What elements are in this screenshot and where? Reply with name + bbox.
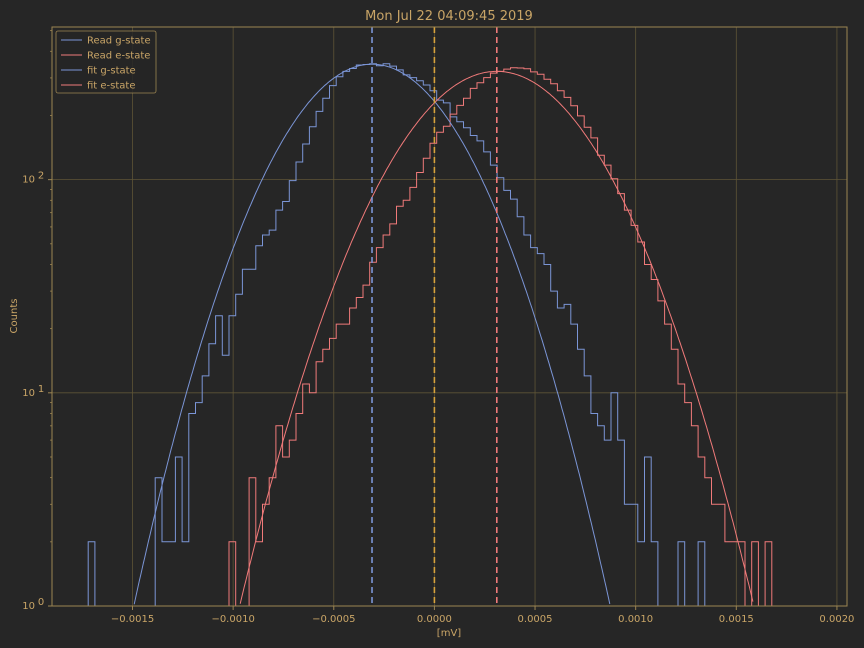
plot-area bbox=[87, 63, 773, 607]
legend-label: fit g-state bbox=[87, 66, 136, 77]
x-tick-label: 0.0020 bbox=[819, 614, 854, 625]
ticks: −0.0015 −0.0010 −0.0005 0.0000 0.0005 0.0010 0… bbox=[22, 30, 854, 625]
axes-frame bbox=[51, 26, 848, 607]
y-axis-label: Counts bbox=[9, 299, 20, 334]
y-tick-label: 10 bbox=[22, 601, 35, 612]
histogram-read-e-state bbox=[88, 67, 773, 607]
legend-label: Read e-state bbox=[87, 51, 150, 62]
x-tick-label: 0.0005 bbox=[518, 614, 553, 625]
x-tick-label: −0.0005 bbox=[312, 614, 355, 625]
y-tick-exponent: 1 bbox=[38, 384, 44, 395]
chart-title: Mon Jul 22 04:09:45 2019 bbox=[365, 9, 533, 24]
fit-fit-g-state bbox=[133, 63, 611, 605]
y-tick-exponent: 2 bbox=[38, 171, 44, 182]
legend-label: Read g-state bbox=[87, 36, 151, 47]
legend-box bbox=[55, 30, 157, 94]
x-tick-label: 0.0010 bbox=[618, 614, 653, 625]
y-tick-label: 10 bbox=[22, 388, 35, 399]
x-tick-label: 0.0015 bbox=[719, 614, 754, 625]
vertical-markers bbox=[371, 27, 498, 606]
legend-label: fit e-state bbox=[87, 81, 136, 92]
grid bbox=[52, 27, 847, 606]
histogram-read-g-state bbox=[87, 63, 719, 607]
y-tick-exponent: 0 bbox=[38, 597, 44, 608]
x-tick-label: −0.0015 bbox=[111, 614, 154, 625]
y-tick-label: 10 bbox=[22, 175, 35, 186]
x-tick-label: −0.0010 bbox=[211, 614, 254, 625]
x-axis-label: [mV] bbox=[437, 628, 461, 639]
legend: Read g-state Read e-state fit g-state fit e… bbox=[55, 30, 157, 94]
x-tick-label: 0.0000 bbox=[417, 614, 452, 625]
